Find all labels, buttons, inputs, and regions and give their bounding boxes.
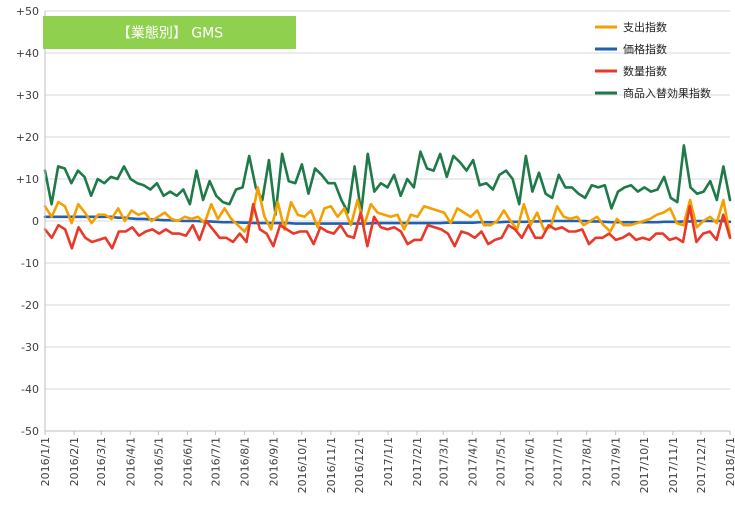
legend-label: 価格指数 <box>623 42 667 56</box>
x-tick-label: 2017/7/1 <box>552 437 565 486</box>
x-tick-label: 2016/7/1 <box>210 437 223 486</box>
x-tick-label: 2017/1/1 <box>382 437 395 486</box>
x-tick-label: 2016/5/1 <box>152 437 165 486</box>
x-tick-label: 2016/4/1 <box>124 437 137 486</box>
y-tick-label: -20 <box>21 299 39 312</box>
chart-title: 【業態別】 GMS <box>117 26 223 42</box>
y-tick-label: +20 <box>16 131 39 144</box>
y-tick-label: -40 <box>21 383 39 396</box>
legend-label: 支出指数 <box>623 20 667 34</box>
x-tick-label: 2017/12/1 <box>695 437 708 493</box>
series-lines <box>43 144 732 250</box>
x-tick-label: 2016/12/1 <box>353 437 366 493</box>
legend-label: 商品入替効果指数 <box>623 86 711 100</box>
x-tick-label: 2016/8/1 <box>239 437 252 486</box>
legend-item: 数量指数 <box>595 64 667 78</box>
y-tick-label: -30 <box>21 341 39 354</box>
legend-item: 商品入替効果指数 <box>595 86 711 100</box>
x-tick-label: 2017/11/1 <box>667 437 680 493</box>
x-tick-label: 2016/6/1 <box>181 437 194 486</box>
legend-label: 数量指数 <box>623 64 667 78</box>
x-tick-label: 2016/9/1 <box>268 437 281 486</box>
x-tick-label: 2017/2/1 <box>411 437 424 486</box>
y-tick-label: +50 <box>16 5 39 18</box>
x-tick-label: 2016/1/1 <box>39 437 52 486</box>
title-box-background <box>43 16 296 49</box>
x-tick-label: 2017/6/1 <box>523 437 536 486</box>
x-tick-label: 2017/10/1 <box>638 437 651 493</box>
y-tick-label: +30 <box>16 89 39 102</box>
x-tick-label: 2017/9/1 <box>610 437 623 486</box>
series-line-2 <box>43 202 732 250</box>
x-tick-label: 2017/8/1 <box>581 437 594 486</box>
x-tick-label: 2017/4/1 <box>466 437 479 486</box>
x-tick-label: 2017/3/1 <box>437 437 450 486</box>
y-tick-label: 0 <box>32 215 39 228</box>
x-tick-label: 2016/11/1 <box>325 437 338 493</box>
series-line-0 <box>43 186 732 237</box>
x-tick-label: 2016/10/1 <box>296 437 309 493</box>
y-tick-label: +10 <box>16 173 39 186</box>
title-box: 【業態別】 GMS <box>43 16 296 49</box>
legend-item: 支出指数 <box>595 20 667 34</box>
y-tick-label: +40 <box>16 47 39 60</box>
x-tick-label: 2017/5/1 <box>494 437 507 486</box>
y-tick-label: -50 <box>21 425 39 438</box>
legend-item: 価格指数 <box>595 42 667 56</box>
x-tick-label: 2016/3/1 <box>95 437 108 486</box>
x-tick-label: 2016/2/1 <box>68 437 81 486</box>
x-tick-label: 2018/1/1 <box>724 437 735 486</box>
y-tick-label: -10 <box>21 257 39 270</box>
series-line-3 <box>43 144 732 216</box>
